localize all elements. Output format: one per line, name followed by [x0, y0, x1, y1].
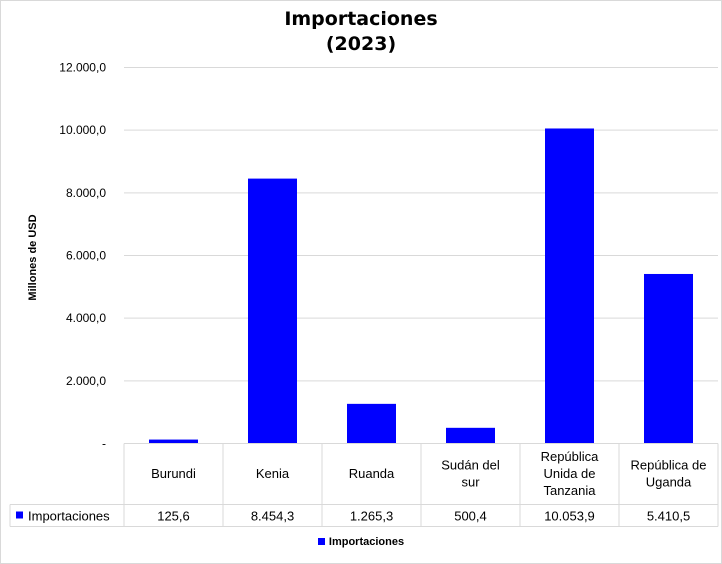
data-label: 5.410,5: [647, 509, 690, 524]
y-axis-label: Millones de USD: [27, 214, 39, 300]
y-tick-label: 6.000,0: [66, 249, 106, 263]
table-legend-swatch: [16, 511, 23, 519]
x-tick-label: sur: [461, 475, 480, 490]
x-tick-label: Uganda: [646, 475, 692, 490]
x-tick-label: Ruanda: [349, 466, 395, 481]
table-series-label: Importaciones: [28, 509, 110, 524]
y-tick-label: 2.000,0: [66, 374, 106, 388]
x-tick-label: República de: [631, 458, 707, 473]
x-tick-label: República: [541, 449, 600, 464]
chart-title: Importaciones: [284, 8, 438, 30]
y-tick-label: 12.000,0: [59, 61, 106, 75]
bar: [545, 128, 594, 444]
x-tick-label: Unida de: [543, 466, 595, 481]
data-label: 125,6: [157, 509, 190, 524]
y-tick-label: 8.000,0: [66, 186, 106, 200]
bar: [347, 403, 396, 444]
data-label: 10.053,9: [544, 509, 595, 524]
bar: [446, 427, 495, 444]
x-tick-label: Sudán del: [441, 458, 500, 473]
chart-subtitle: (2023): [325, 33, 397, 55]
data-label: 8.454,3: [251, 509, 294, 524]
data-label: 1.265,3: [350, 509, 393, 524]
bar: [149, 439, 198, 444]
legend: Importaciones: [0, 536, 722, 548]
legend-label: Importaciones: [328, 536, 405, 548]
y-tick-label: 4.000,0: [66, 311, 106, 325]
legend-swatch: [317, 537, 325, 545]
x-tick-label: Tanzania: [543, 483, 596, 498]
y-tick-label: -: [102, 437, 106, 451]
data-label: 500,4: [454, 509, 487, 524]
bar: [248, 178, 297, 444]
bar: [644, 273, 693, 444]
y-tick-label: 10.000,0: [59, 123, 106, 137]
x-tick-label: Kenia: [256, 466, 290, 481]
x-tick-label: Burundi: [151, 466, 196, 481]
